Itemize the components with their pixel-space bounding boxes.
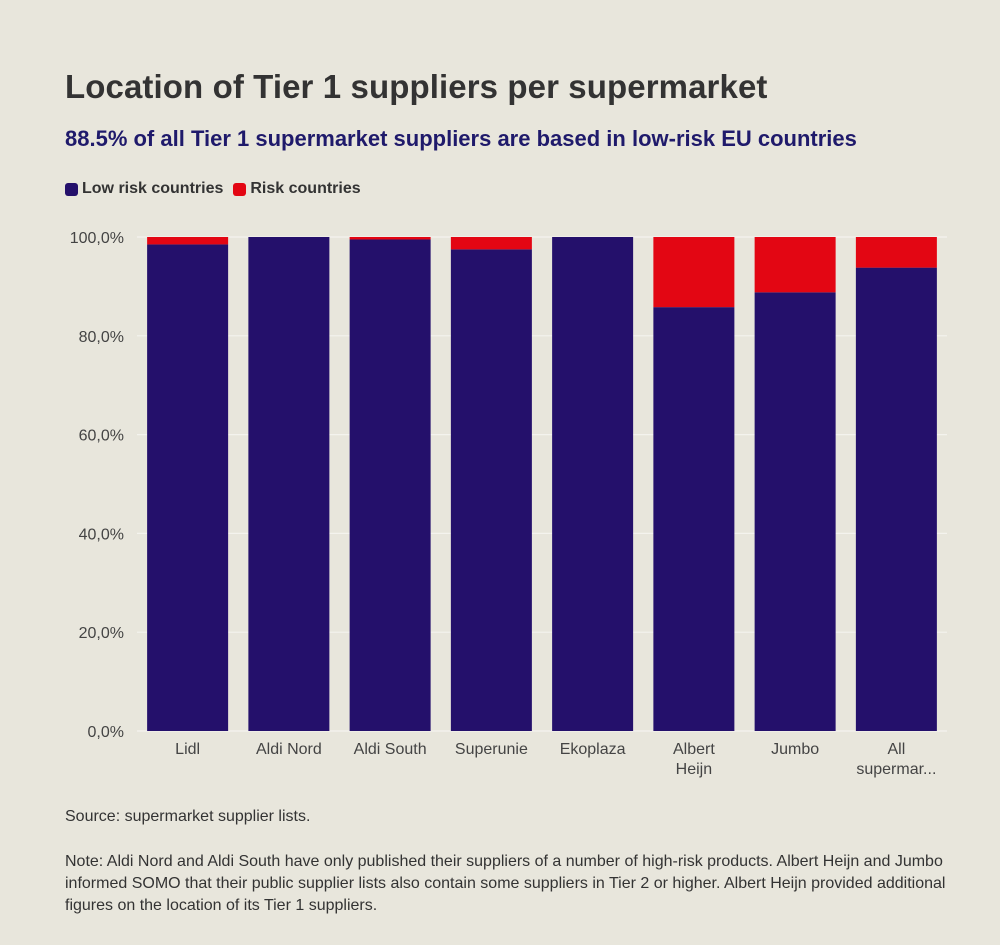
legend-swatch-low-risk bbox=[65, 182, 78, 196]
bar-low-risk bbox=[855, 267, 937, 731]
legend-swatch-risk bbox=[233, 182, 247, 196]
stacked-bar-chart: 0,0% 20,0% 40,0% 60,0% 80,0% 100,0% Lidl Aldi N… bbox=[70, 230, 947, 778]
y-tick-label: 100,0% bbox=[70, 230, 124, 247]
bar-low-risk bbox=[147, 244, 229, 731]
bar-risk bbox=[147, 237, 229, 245]
y-tick-label: 20,0% bbox=[79, 625, 124, 642]
chart-title: Location of Tier 1 suppliers per superma… bbox=[65, 68, 768, 105]
bar-risk bbox=[653, 237, 735, 308]
x-category-label: All bbox=[887, 741, 905, 758]
legend-item-low-risk: Low risk countries bbox=[65, 180, 223, 198]
bar-risk bbox=[349, 237, 431, 240]
bar-low-risk bbox=[450, 249, 532, 731]
note-text: Note: Aldi Nord and Aldi South have only… bbox=[65, 853, 946, 914]
x-category-label: Lidl bbox=[175, 741, 200, 758]
bar-low-risk bbox=[552, 237, 634, 731]
legend: Low risk countries Risk countries bbox=[65, 180, 361, 198]
source-text: Source: supermarket supplier lists. bbox=[65, 808, 311, 825]
x-category-label: Jumbo bbox=[771, 741, 819, 758]
x-category-label: Heijn bbox=[676, 761, 712, 778]
y-tick-label: 40,0% bbox=[79, 526, 124, 543]
x-category-label: Albert bbox=[673, 741, 715, 758]
bar-risk bbox=[450, 237, 532, 250]
bar-low-risk bbox=[754, 292, 836, 731]
x-category-label: Aldi Nord bbox=[256, 741, 322, 758]
x-category-label: supermar... bbox=[856, 761, 936, 778]
x-category-label: Superunie bbox=[455, 741, 528, 758]
bar-low-risk bbox=[349, 239, 431, 731]
bar-low-risk bbox=[653, 307, 735, 731]
x-category-label: Ekoplaza bbox=[560, 741, 626, 758]
bar-low-risk bbox=[248, 237, 330, 731]
legend-label-low-risk: Low risk countries bbox=[82, 180, 224, 197]
y-tick-label: 80,0% bbox=[79, 329, 124, 346]
y-tick-label: 60,0% bbox=[79, 428, 124, 445]
chart-subtitle: 88.5% of all Tier 1 supermarket supplier… bbox=[65, 126, 857, 151]
y-tick-label: 0,0% bbox=[88, 724, 124, 741]
bar-risk bbox=[855, 237, 937, 268]
x-category-label: Aldi South bbox=[354, 741, 427, 758]
bar-risk bbox=[754, 237, 836, 293]
legend-item-risk: Risk countries bbox=[233, 180, 361, 198]
legend-label-risk: Risk countries bbox=[250, 180, 361, 197]
